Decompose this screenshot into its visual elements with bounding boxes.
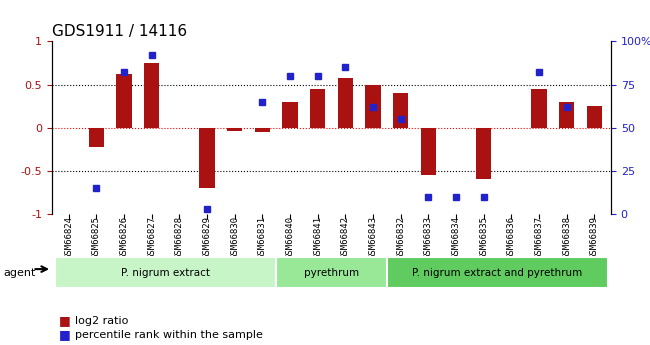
Bar [587, 106, 602, 128]
Bar [559, 102, 575, 128]
Text: GDS1911 / 14116: GDS1911 / 14116 [52, 24, 187, 39]
Text: ■: ■ [58, 314, 70, 327]
Text: GSM66838: GSM66838 [562, 216, 571, 259]
Bar [365, 85, 381, 128]
Text: pyrethrum: pyrethrum [304, 268, 359, 277]
Text: GSM66842: GSM66842 [341, 216, 350, 259]
Bar [338, 78, 353, 128]
Text: GSM66825: GSM66825 [92, 216, 101, 259]
Text: GSM66824: GSM66824 [64, 216, 73, 259]
Bar [116, 74, 131, 128]
Text: GSM66827: GSM66827 [147, 216, 156, 259]
Bar [255, 128, 270, 132]
Text: GSM66832: GSM66832 [396, 216, 405, 259]
Bar [144, 63, 159, 128]
Text: GSM66831: GSM66831 [258, 216, 266, 259]
FancyBboxPatch shape [387, 257, 608, 288]
Text: GSM66837: GSM66837 [534, 216, 543, 259]
Text: GSM66841: GSM66841 [313, 216, 322, 259]
Text: GSM66840: GSM66840 [285, 216, 294, 259]
Text: GSM66835: GSM66835 [479, 216, 488, 259]
Bar [532, 89, 547, 128]
Text: GSM66834: GSM66834 [452, 216, 461, 259]
Text: GSM66839: GSM66839 [590, 216, 599, 259]
Text: P. nigrum extract: P. nigrum extract [121, 268, 210, 277]
Text: GSM66828: GSM66828 [175, 216, 184, 259]
FancyBboxPatch shape [55, 257, 276, 288]
Text: P. nigrum extract and pyrethrum: P. nigrum extract and pyrethrum [412, 268, 582, 277]
Bar [227, 128, 242, 131]
Text: GSM66830: GSM66830 [230, 216, 239, 259]
Text: GSM66836: GSM66836 [507, 216, 516, 259]
Text: GSM66833: GSM66833 [424, 216, 433, 259]
Bar [88, 128, 104, 147]
Bar [282, 102, 298, 128]
Text: GSM66826: GSM66826 [120, 216, 129, 259]
Text: log2 ratio: log2 ratio [75, 316, 128, 326]
FancyBboxPatch shape [276, 257, 387, 288]
Text: GSM66843: GSM66843 [369, 216, 378, 259]
Text: percentile rank within the sample: percentile rank within the sample [75, 330, 263, 339]
Text: GSM66829: GSM66829 [202, 216, 211, 259]
Text: agent: agent [3, 268, 36, 277]
Bar [200, 128, 214, 188]
Bar [421, 128, 436, 175]
Text: ■: ■ [58, 328, 70, 341]
Bar [476, 128, 491, 179]
Bar [310, 89, 325, 128]
Bar [393, 93, 408, 128]
